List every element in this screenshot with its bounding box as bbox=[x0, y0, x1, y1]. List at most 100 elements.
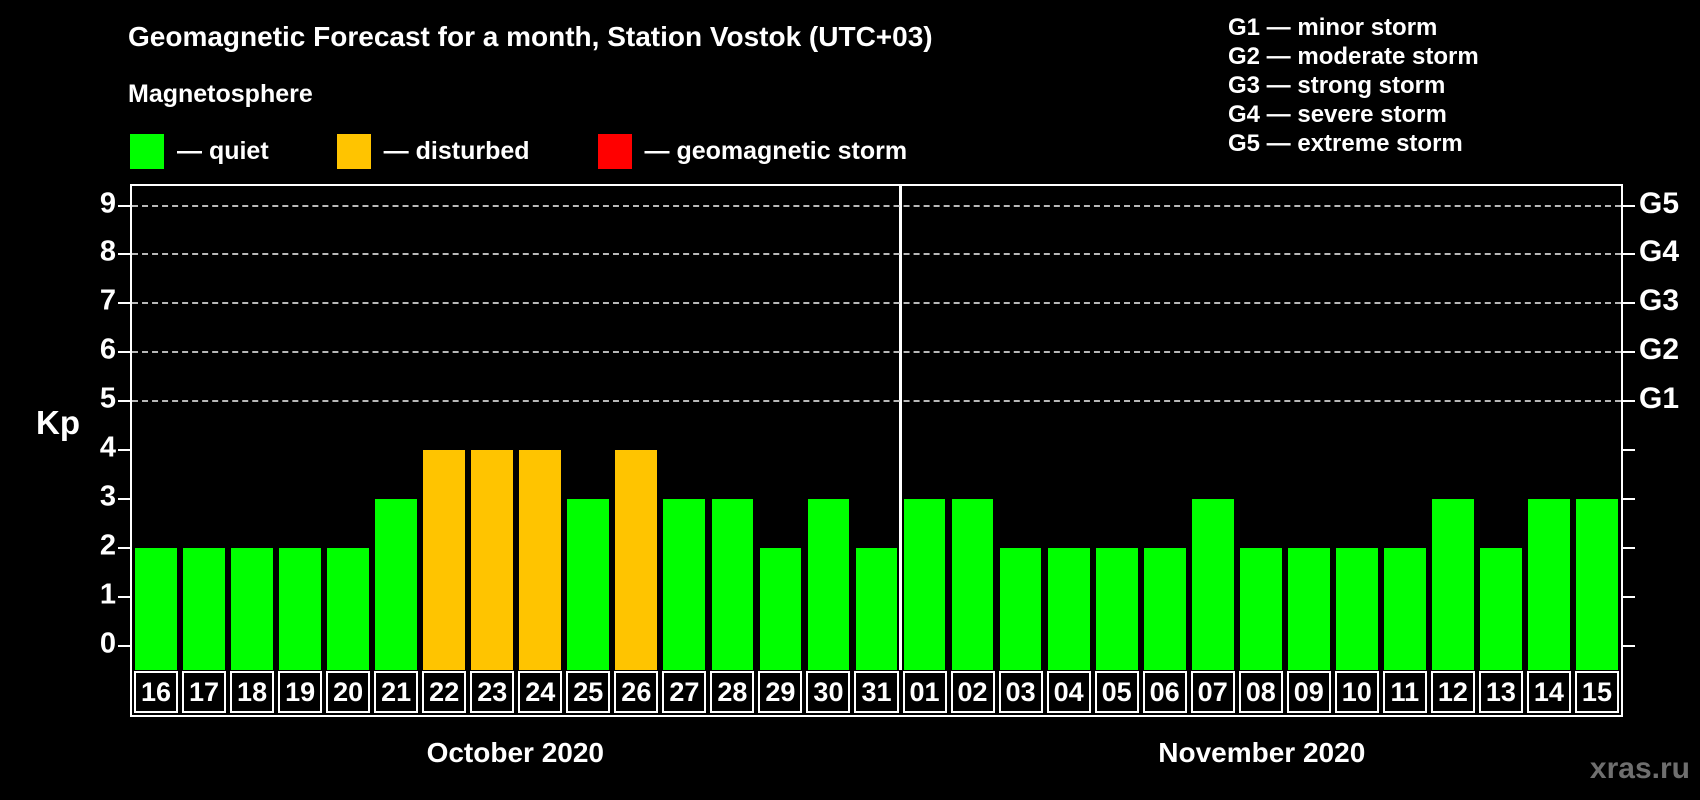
bar-slot-oct-20 bbox=[324, 186, 372, 670]
bar-oct-24 bbox=[519, 450, 562, 670]
bar-oct-19 bbox=[279, 547, 321, 670]
bar-slot-oct-30 bbox=[804, 186, 852, 670]
gridline-kp-6 bbox=[132, 351, 1621, 354]
tick-left-kp-4 bbox=[118, 449, 130, 451]
bar-slot-nov-01 bbox=[901, 186, 949, 670]
g-scale-line-g5: G5 — extreme storm bbox=[1228, 130, 1463, 157]
day-label-nov-04: 04 bbox=[1046, 671, 1091, 713]
day-label-nov-06: 06 bbox=[1142, 671, 1187, 713]
legend-swatch-quiet bbox=[130, 133, 164, 169]
legend-label-storm: — geomagnetic storm bbox=[644, 136, 908, 165]
bar-oct-21 bbox=[375, 498, 418, 670]
day-label-nov-13: 13 bbox=[1478, 671, 1523, 713]
tick-left-kp-8 bbox=[118, 253, 130, 256]
bar-oct-29 bbox=[759, 547, 802, 670]
g-scale-line-g1: G1 — minor storm bbox=[1228, 14, 1438, 41]
bar-oct-23 bbox=[471, 450, 514, 670]
g-label-G3: G3 bbox=[1639, 284, 1680, 318]
g-label-G2: G2 bbox=[1639, 333, 1680, 367]
bar-oct-28 bbox=[711, 498, 754, 670]
day-label-oct-30: 30 bbox=[806, 671, 851, 713]
tick-left-kp-0 bbox=[118, 644, 130, 647]
plot-area: 16 17 18 19 20 21 22 23 24 25 26 27 28 29 30 31 01 02 03 04… bbox=[118, 184, 1635, 717]
bar-oct-27 bbox=[663, 498, 706, 670]
day-label-oct-20: 20 bbox=[326, 671, 371, 713]
bar-slot-oct-31 bbox=[852, 186, 900, 670]
day-label-nov-05: 05 bbox=[1094, 671, 1139, 713]
day-label-oct-21: 21 bbox=[374, 671, 419, 713]
bar-oct-18 bbox=[231, 547, 273, 670]
day-label-nov-03: 03 bbox=[998, 671, 1043, 713]
bar-nov-02 bbox=[951, 498, 994, 670]
g-label-G1: G1 bbox=[1639, 382, 1680, 416]
tick-left-kp-2 bbox=[118, 546, 130, 549]
month-divider-line bbox=[899, 186, 903, 670]
bar-slot-oct-21 bbox=[372, 186, 420, 670]
day-label-oct-18: 18 bbox=[230, 671, 275, 713]
legend-label-disturbed: — disturbed bbox=[383, 136, 530, 165]
bar-slot-nov-03 bbox=[997, 186, 1045, 670]
bar-nov-13 bbox=[1480, 547, 1522, 670]
legend-swatch-disturbed bbox=[336, 133, 371, 169]
day-label-nov-09: 09 bbox=[1286, 671, 1331, 713]
bar-oct-22 bbox=[423, 450, 466, 670]
tick-right-kp-3 bbox=[1623, 497, 1635, 500]
day-label-oct-31: 31 bbox=[854, 671, 899, 713]
y-tick-label-6: 6 bbox=[99, 333, 116, 366]
tick-right-kp-8 bbox=[1623, 253, 1635, 256]
bar-slot-oct-18 bbox=[228, 186, 276, 670]
y-tick-label-1: 1 bbox=[99, 578, 116, 611]
y-tick-label-0: 0 bbox=[99, 627, 116, 660]
tick-right-kp-7 bbox=[1623, 302, 1635, 305]
g-scale-line-g3: G3 — strong storm bbox=[1228, 72, 1446, 99]
bar-slot-nov-13 bbox=[1477, 186, 1525, 670]
gridline-kp-9 bbox=[132, 204, 1621, 207]
bar-oct-31 bbox=[855, 547, 898, 670]
day-label-nov-08: 08 bbox=[1238, 671, 1283, 713]
y-tick-label-7: 7 bbox=[99, 284, 116, 317]
day-label-oct-16: 16 bbox=[134, 671, 179, 713]
bar-nov-01 bbox=[903, 498, 946, 670]
day-label-oct-25: 25 bbox=[566, 671, 611, 713]
bar-nov-15 bbox=[1576, 498, 1618, 670]
gridline-kp-8 bbox=[132, 253, 1621, 256]
day-label-oct-24: 24 bbox=[518, 671, 563, 713]
bar-slot-oct-26 bbox=[612, 186, 660, 670]
day-label-nov-02: 02 bbox=[950, 671, 995, 713]
bar-nov-14 bbox=[1528, 498, 1570, 670]
tick-right-kp-1 bbox=[1623, 595, 1635, 598]
y-axis-tick-labels: 0 1 2 3 4 5 6 7 8 9 bbox=[0, 184, 116, 668]
month-label-october: October 2020 bbox=[426, 737, 604, 768]
day-label-oct-26: 26 bbox=[614, 671, 659, 713]
day-label-oct-19: 19 bbox=[278, 671, 323, 713]
tick-left-kp-1 bbox=[118, 595, 130, 598]
day-label-oct-17: 17 bbox=[182, 671, 227, 713]
y-tick-label-5: 5 bbox=[99, 382, 116, 415]
bar-oct-17 bbox=[183, 547, 225, 670]
chart-title: Geomagnetic Forecast for a month, Statio… bbox=[128, 21, 933, 52]
bar-slot-nov-06 bbox=[1141, 186, 1189, 670]
bar-nov-07 bbox=[1191, 498, 1234, 670]
legend-item-quiet: — quiet bbox=[130, 133, 269, 169]
bar-slot-nov-15 bbox=[1573, 186, 1621, 670]
bar-slot-oct-24 bbox=[516, 186, 564, 670]
bar-nov-04 bbox=[1047, 547, 1090, 670]
bar-slot-oct-29 bbox=[756, 186, 804, 670]
bar-nov-10 bbox=[1335, 547, 1378, 670]
bar-oct-26 bbox=[615, 450, 658, 670]
tick-right-kp-9 bbox=[1623, 204, 1635, 207]
day-labels-row: 16 17 18 19 20 21 22 23 24 25 26 27 28 29 30 31 01 02 03 04… bbox=[132, 670, 1621, 715]
g-scale-line-g2: G2 — moderate storm bbox=[1228, 43, 1479, 70]
y-axis-title: Kp bbox=[36, 404, 80, 441]
tick-right-kp-2 bbox=[1623, 546, 1635, 549]
bar-slot-oct-16 bbox=[132, 186, 180, 670]
bars-row bbox=[132, 186, 1621, 670]
g-scale-legend: G1 — minor storm G2 — moderate storm G3 — … bbox=[1228, 13, 1479, 158]
bar-nov-11 bbox=[1383, 547, 1426, 670]
y-tick-label-9: 9 bbox=[99, 187, 116, 220]
tick-left-kp-6 bbox=[118, 351, 130, 354]
day-label-nov-15: 15 bbox=[1574, 671, 1619, 713]
bar-slot-nov-08 bbox=[1237, 186, 1285, 670]
bar-slot-nov-10 bbox=[1333, 186, 1381, 670]
